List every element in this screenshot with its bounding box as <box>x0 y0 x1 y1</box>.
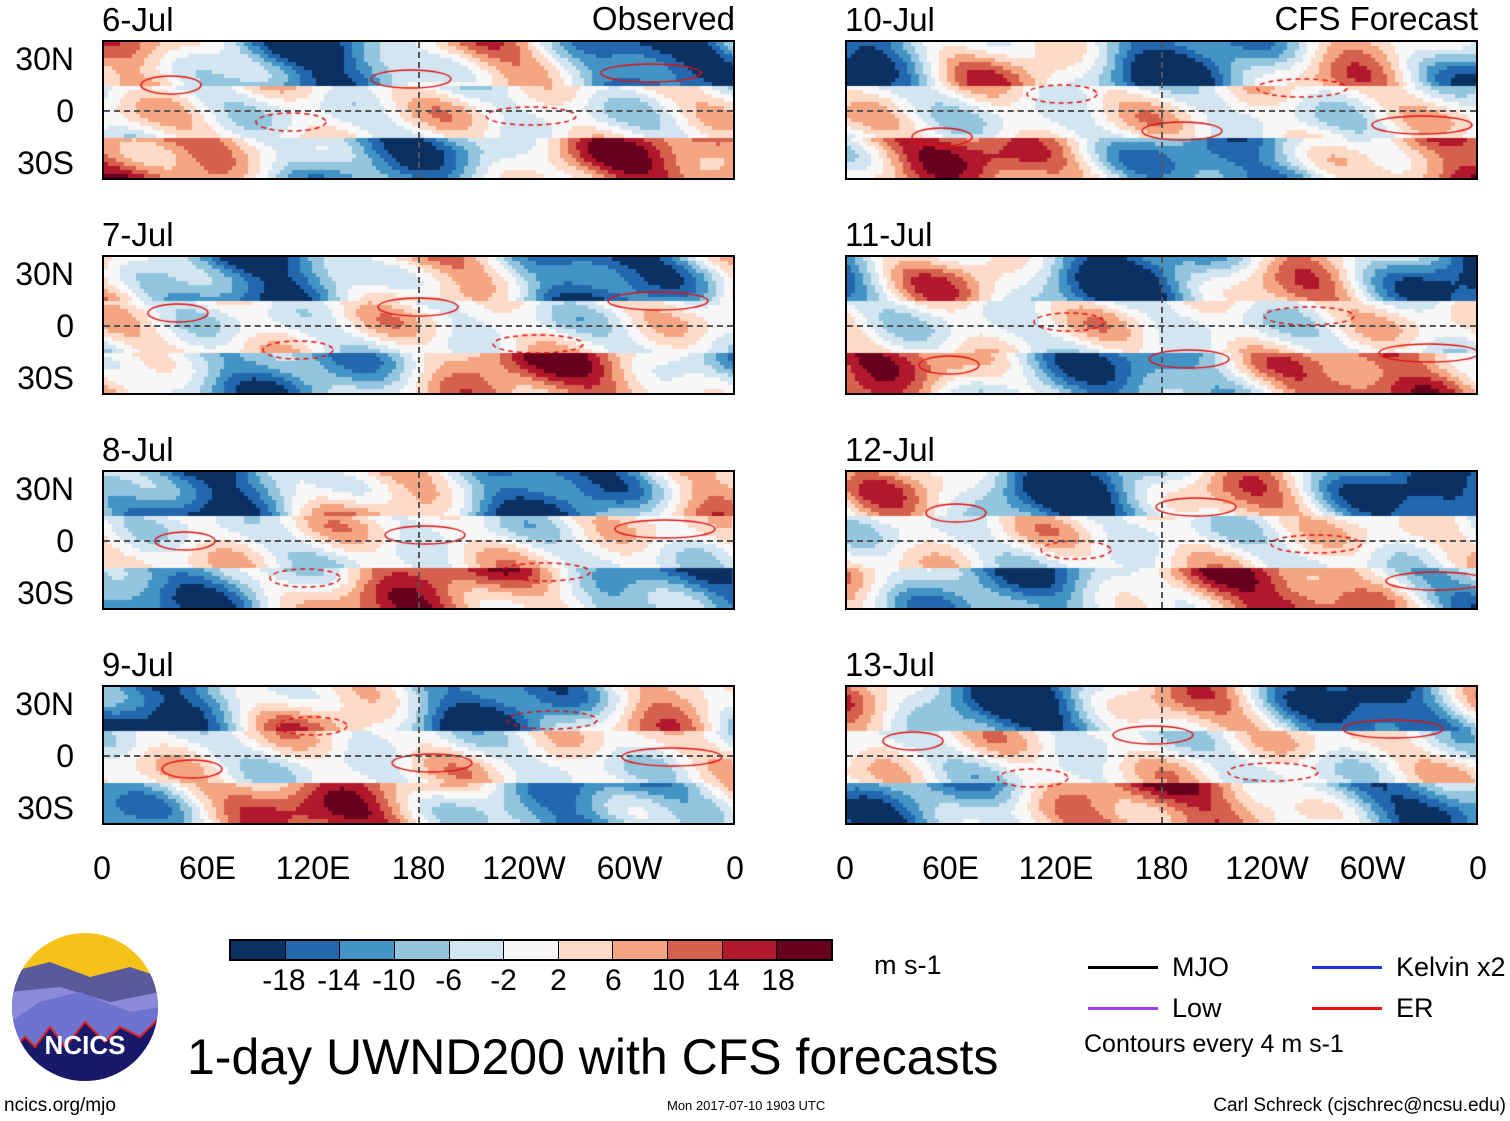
lon-tick-label: 120E <box>275 850 351 886</box>
lon-tick-label: 60E <box>179 850 236 886</box>
map-panel <box>102 40 735 180</box>
colorbar-tick-label: 2 <box>550 964 567 997</box>
colorbar-swatch <box>394 941 450 959</box>
colorbar-swatch <box>722 941 778 959</box>
colorbar-swatch <box>558 941 614 959</box>
map-panel <box>845 470 1478 610</box>
footer-timestamp: Mon 2017-07-10 1903 UTC <box>667 1098 826 1113</box>
panel-date-label: 10-Jul <box>845 1 935 38</box>
lon-tick-label: 120W <box>1225 850 1309 886</box>
figure-title: 1-day UWND200 with CFS forecasts <box>187 1029 999 1085</box>
colorbar-swatch <box>231 941 286 959</box>
colorbar-swatch <box>668 941 723 959</box>
contour-note: Contours every 4 m s-1 <box>1084 1030 1344 1058</box>
column-label: Observed <box>591 0 735 37</box>
lat-tick-label: 30N <box>15 41 74 77</box>
lat-tick-label: 0 <box>56 523 74 559</box>
lat-tick-label: 0 <box>56 738 74 774</box>
colorbar-swatch <box>449 941 505 959</box>
lon-tick-label: 0 <box>93 850 111 886</box>
map-panel <box>102 255 735 395</box>
lat-tick-label: 30N <box>15 686 74 722</box>
colorbar-tick-label: -2 <box>490 964 517 997</box>
lon-tick-label: 120W <box>482 850 566 886</box>
colorbar-tick-label: 18 <box>761 964 795 997</box>
ncics-logo: NCICS <box>12 933 158 1081</box>
colorbar-swatch <box>777 941 832 959</box>
map-panel <box>845 40 1478 180</box>
dateline <box>418 257 420 393</box>
lat-tick-label: 30S <box>17 575 74 611</box>
footer-author: Carl Schreck (cjschrec@ncsu.edu) <box>1213 1095 1506 1116</box>
colorbar-tick-label: 6 <box>605 964 622 997</box>
lon-tick-label: 180 <box>391 850 446 886</box>
lon-tick-label: 60E <box>922 850 979 886</box>
lon-tick-label: 60W <box>596 850 663 886</box>
legend-label: MJO <box>1172 952 1229 982</box>
lat-tick-label: 30S <box>17 790 74 826</box>
legend-label: Low <box>1172 993 1222 1023</box>
lat-tick-label: 30N <box>15 256 74 292</box>
lon-tick-label: 120E <box>1018 850 1094 886</box>
map-panel <box>102 685 735 825</box>
legend-line-1 <box>1312 966 1382 969</box>
lat-tick-label: 30S <box>17 360 74 396</box>
lon-tick-label: 60W <box>1339 850 1406 886</box>
colorbar-swatch <box>504 941 559 959</box>
dateline <box>418 472 420 608</box>
dateline <box>1161 42 1163 178</box>
lon-tick-label: 180 <box>1134 850 1189 886</box>
units-label: m s-1 <box>874 950 942 980</box>
lat-tick-label: 30N <box>15 471 74 507</box>
colorbar-tick-label: 14 <box>706 964 740 997</box>
map-panel <box>845 255 1478 395</box>
lat-tick-label: 0 <box>56 93 74 129</box>
colorbar <box>229 939 833 961</box>
panel-date-label: 7-Jul <box>102 216 174 253</box>
colorbar-tick-label: 10 <box>651 964 685 997</box>
dateline <box>418 687 420 823</box>
colorbar-tick-label: -6 <box>435 964 462 997</box>
legend-line-0 <box>1088 966 1158 969</box>
footer-url[interactable]: ncics.org/mjo <box>4 1095 116 1116</box>
logo-text: NCICS <box>45 1030 126 1060</box>
legend-label: ER <box>1396 993 1434 1023</box>
colorbar-swatch <box>285 941 341 959</box>
lon-tick-label: 0 <box>836 850 854 886</box>
colorbar-swatch <box>340 941 395 959</box>
dateline <box>418 42 420 178</box>
lon-tick-label: 0 <box>1469 850 1487 886</box>
column-label: CFS Forecast <box>1274 0 1478 37</box>
legend-label: Kelvin x2 <box>1396 952 1506 982</box>
panel-date-label: 12-Jul <box>845 431 935 468</box>
map-panel <box>845 685 1478 825</box>
panel-date-label: 9-Jul <box>102 646 174 683</box>
lat-tick-label: 0 <box>56 308 74 344</box>
colorbar-tick-label: -18 <box>262 964 306 997</box>
panel-date-label: 8-Jul <box>102 431 174 468</box>
colorbar-tick-label: -14 <box>317 964 361 997</box>
lat-tick-label: 30S <box>17 145 74 181</box>
dateline <box>1161 257 1163 393</box>
colorbar-tick-label: -10 <box>372 964 416 997</box>
panel-date-label: 13-Jul <box>845 646 935 683</box>
legend-line-2 <box>1088 1007 1158 1010</box>
map-panel <box>102 470 735 610</box>
dateline <box>1161 687 1163 823</box>
dateline <box>1161 472 1163 608</box>
panel-date-label: 6-Jul <box>102 1 174 38</box>
lon-tick-label: 0 <box>726 850 744 886</box>
panel-date-label: 11-Jul <box>845 216 933 253</box>
colorbar-swatch <box>613 941 669 959</box>
legend-line-3 <box>1312 1007 1382 1010</box>
